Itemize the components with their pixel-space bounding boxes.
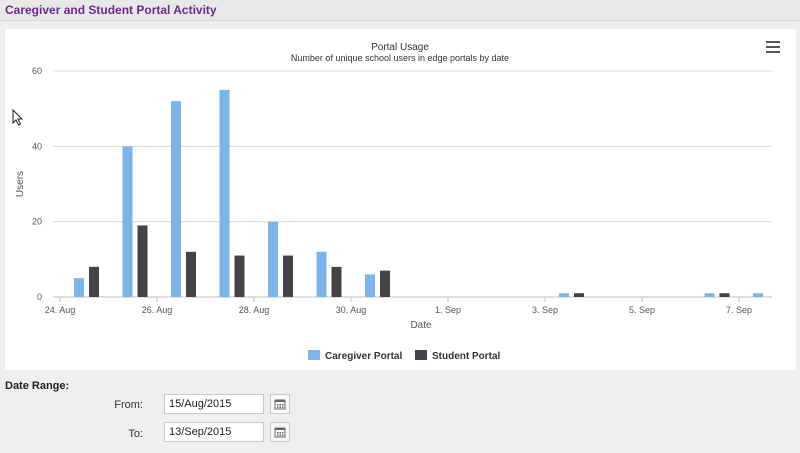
calendar-icon [274,427,286,438]
x-tick-label: 1. Sep [435,305,461,315]
x-tick-label: 30. Aug [336,305,367,315]
from-label: From: [114,399,143,411]
x-tick-label: 28. Aug [239,305,270,315]
x-tick-label: 7. Sep [726,305,752,315]
from-calendar-button[interactable] [270,394,290,414]
y-tick-label: 40 [32,141,42,151]
y-tick-label: 0 [37,292,42,302]
to-date-input[interactable] [164,422,264,442]
x-tick-label: 3. Sep [532,305,558,315]
chart-subtitle: Number of unique school users in edge po… [291,53,509,63]
bar-student[interactable] [186,251,196,297]
bar-student[interactable] [137,225,148,297]
bar-caregiver[interactable] [559,293,569,297]
bar-student[interactable] [283,255,293,297]
section-title: Caregiver and Student Portal Activity [5,3,217,17]
chart-panel [5,29,796,370]
bar-caregiver[interactable] [171,101,181,297]
x-tick-label: 26. Aug [142,305,173,315]
legend-label-student: Student Portal [432,351,501,362]
legend-label-caregiver: Caregiver Portal [325,351,403,362]
bar-caregiver[interactable] [365,274,375,297]
chart-menu-icon[interactable] [766,41,780,53]
y-tick-label: 20 [32,217,42,227]
bar-student[interactable] [380,270,390,297]
bar-student[interactable] [89,266,99,297]
legend-item-student[interactable]: Student Portal [415,350,500,364]
bar-caregiver[interactable] [74,278,84,297]
x-tick-label: 5. Sep [629,305,655,315]
bar-caregiver[interactable] [753,293,763,297]
to-label: To: [128,428,143,440]
bar-caregiver[interactable] [704,293,715,297]
y-axis-title: Users [15,171,26,197]
calendar-icon [274,399,286,410]
chart-title: Portal Usage [371,42,429,53]
legend-swatch-caregiver [308,350,320,360]
x-axis-title: Date [410,320,432,331]
legend-item-caregiver[interactable]: Caregiver Portal [308,350,402,364]
mouse-pointer-icon [12,109,24,126]
bar-student[interactable] [574,293,584,297]
bar-student[interactable] [331,266,342,297]
bar-caregiver[interactable] [219,89,230,297]
from-date-input[interactable] [164,394,264,414]
bar-caregiver[interactable] [268,221,278,297]
bar-caregiver[interactable] [122,146,133,297]
to-calendar-button[interactable] [270,422,290,442]
y-tick-label: 60 [32,66,42,76]
section-header: Caregiver and Student Portal Activity [0,0,800,21]
x-tick-label: 24. Aug [45,305,76,315]
bar-caregiver[interactable] [316,251,327,297]
bar-student[interactable] [719,293,730,297]
legend-swatch-student [415,350,427,360]
date-range-label: Date Range: [5,380,70,392]
bar-student[interactable] [234,255,245,297]
